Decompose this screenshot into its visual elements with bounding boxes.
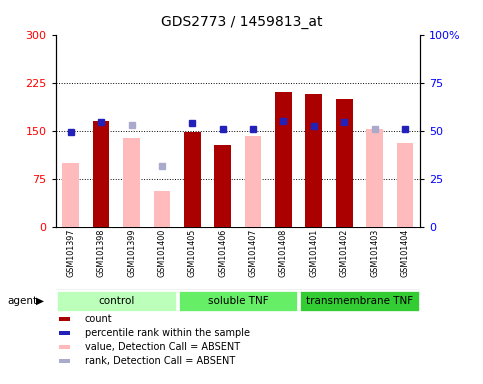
Text: soluble TNF: soluble TNF (208, 296, 268, 306)
Bar (59, 345, 70, 349)
Bar (57, 291, 176, 311)
Text: GSM101399: GSM101399 (127, 228, 136, 277)
Text: agent: agent (7, 296, 37, 306)
Bar (123, 138, 140, 227)
Bar (214, 145, 231, 227)
Bar (305, 94, 322, 227)
Bar (59, 318, 70, 321)
Text: GSM101408: GSM101408 (279, 228, 288, 277)
Text: rank, Detection Call = ABSENT: rank, Detection Call = ABSENT (85, 356, 235, 366)
Bar (397, 143, 413, 227)
Bar (154, 191, 170, 227)
Bar (59, 331, 70, 335)
Text: GSM101407: GSM101407 (249, 228, 257, 277)
Bar (366, 129, 383, 227)
Text: GSM101402: GSM101402 (340, 228, 349, 277)
Text: value, Detection Call = ABSENT: value, Detection Call = ABSENT (85, 342, 240, 352)
Text: GSM101403: GSM101403 (370, 228, 379, 277)
Text: GSM101401: GSM101401 (309, 228, 318, 277)
Text: GSM101397: GSM101397 (66, 228, 75, 277)
Bar (245, 136, 261, 227)
Bar (93, 121, 110, 227)
Text: GSM101406: GSM101406 (218, 228, 227, 277)
Bar (62, 162, 79, 227)
Text: transmembrane TNF: transmembrane TNF (306, 296, 413, 306)
Text: count: count (85, 314, 113, 324)
Text: GSM101398: GSM101398 (97, 228, 106, 277)
Text: ▶: ▶ (36, 296, 44, 306)
Bar (179, 291, 297, 311)
Text: GDS2773 / 1459813_at: GDS2773 / 1459813_at (161, 15, 322, 29)
Bar (336, 99, 353, 227)
Text: percentile rank within the sample: percentile rank within the sample (85, 328, 250, 338)
Bar (59, 359, 70, 362)
Text: GSM101405: GSM101405 (188, 228, 197, 277)
Text: GSM101400: GSM101400 (157, 228, 167, 277)
Text: GSM101404: GSM101404 (400, 228, 410, 277)
Text: control: control (98, 296, 134, 306)
Bar (184, 132, 200, 227)
Bar (300, 291, 419, 311)
Bar (275, 92, 292, 227)
